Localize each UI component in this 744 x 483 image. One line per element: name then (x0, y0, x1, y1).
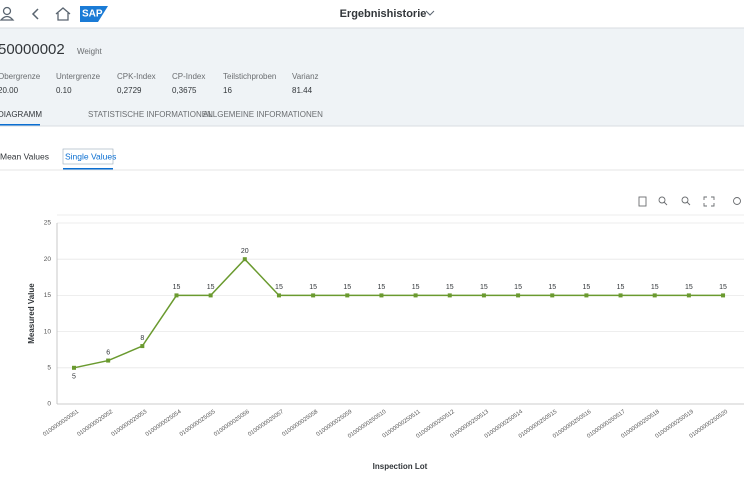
user-icon (2, 6, 12, 16)
app-title[interactable]: Ergebnishistorie (340, 8, 427, 20)
data-label: 15 (583, 284, 591, 291)
attribute-label: CPK-Index (117, 72, 156, 81)
attribute-label: CP-Index (172, 72, 205, 81)
data-label: 15 (719, 284, 727, 291)
zoom-in-icon (658, 196, 666, 204)
single-values-button[interactable]: Single Values (65, 151, 116, 161)
data-label: 15 (446, 284, 454, 291)
data-label: 15 (685, 284, 693, 291)
y-tick-label: 10 (44, 328, 52, 335)
y-tick-label: 20 (44, 256, 52, 263)
x-axis-label: Inspection Lot (373, 462, 428, 471)
home-button[interactable] (55, 7, 71, 21)
attribute-label: Varianz (292, 72, 319, 81)
tab[interactable]: STATISTISCHE INFORMATIONEN (88, 110, 213, 119)
data-label: 15 (207, 284, 215, 291)
data-label: 15 (617, 284, 625, 291)
data-point[interactable] (242, 257, 247, 262)
data-point[interactable] (721, 293, 726, 298)
data-point[interactable] (140, 344, 145, 349)
data-label: 8 (140, 335, 144, 342)
data-point[interactable] (618, 293, 623, 298)
attribute-value: 20.00 (0, 86, 19, 95)
data-point[interactable] (276, 293, 281, 298)
data-label: 20 (241, 248, 249, 255)
data-point[interactable] (345, 293, 350, 298)
y-tick-label: 25 (44, 220, 52, 227)
y-axis-label: Measured Value (27, 283, 36, 344)
data-label: 15 (275, 284, 283, 291)
sap-logo-text: SAP (82, 9, 103, 20)
zoom-out-button[interactable] (681, 196, 691, 206)
user-icon-body (0, 15, 15, 21)
data-point[interactable] (686, 293, 691, 298)
sap-logo (80, 6, 108, 22)
data-point[interactable] (72, 365, 76, 370)
mean-values-button[interactable]: Mean Values (0, 151, 49, 161)
series-line (73, 258, 724, 369)
attribute-label: Untergrenze (56, 72, 101, 81)
data-point[interactable] (379, 293, 384, 298)
zoom-in-button[interactable] (658, 196, 668, 206)
object-header (0, 28, 744, 126)
attribute-value: 0,2729 (117, 86, 142, 95)
y-tick-label: 15 (44, 292, 52, 299)
data-label: 15 (480, 284, 488, 291)
data-point[interactable] (208, 293, 213, 298)
attribute-value: 16 (223, 86, 232, 95)
data-point[interactable] (550, 293, 555, 298)
title-chevron[interactable] (425, 10, 435, 16)
data-point[interactable] (652, 293, 657, 298)
data-label: 6 (106, 349, 110, 356)
legend-button[interactable] (638, 196, 647, 207)
attributes: Obergrenze 20.00 Untergrenze 0.10 CPK-Index 0… (0, 72, 319, 95)
tab-bar: DIAGRAMM STATISTISCHE INFORMATIONENALLGEM… (0, 110, 323, 126)
attribute-label: Obergrenze (0, 72, 41, 81)
attribute-value: 0.10 (56, 86, 72, 95)
y-tick-label: 5 (47, 365, 51, 372)
settings-button[interactable] (733, 197, 741, 205)
object-id: 50000002 (0, 41, 65, 58)
data-label: 15 (343, 284, 351, 291)
zoom-in-handle (663, 201, 668, 206)
user-button[interactable] (0, 6, 15, 21)
data-label: 15 (378, 284, 386, 291)
data-label: 15 (514, 284, 522, 291)
zoom-out-icon (681, 196, 689, 204)
back-button[interactable] (31, 8, 39, 20)
data-point[interactable] (174, 293, 179, 298)
attribute-label: Teilstichproben (223, 72, 276, 81)
attribute-value: 81.44 (292, 86, 313, 95)
y-tick-label: 0 (47, 401, 51, 408)
data-point[interactable] (447, 293, 452, 298)
attribute-value: 0,3675 (172, 86, 197, 95)
shell-bar (0, 0, 744, 28)
data-point[interactable] (584, 293, 589, 298)
data-label: 15 (173, 284, 181, 291)
data-point[interactable] (481, 293, 486, 298)
data-label: 15 (651, 284, 659, 291)
data-label: 15 (412, 284, 420, 291)
data-point[interactable] (106, 358, 111, 363)
data-point[interactable] (413, 293, 418, 298)
data-point[interactable] (311, 293, 316, 298)
data-label: 15 (309, 284, 317, 291)
object-description: Weight (77, 47, 103, 56)
data-label: 5 (72, 374, 76, 381)
data-label: 15 (548, 284, 556, 291)
zoom-out-handle (686, 201, 691, 206)
tab[interactable]: ALLGEMEINE INFORMATIONEN (203, 110, 323, 119)
fullscreen-button[interactable] (703, 196, 715, 207)
data-point[interactable] (516, 293, 521, 298)
single-values-frame (62, 148, 114, 165)
tab[interactable]: DIAGRAMM (0, 110, 42, 119)
